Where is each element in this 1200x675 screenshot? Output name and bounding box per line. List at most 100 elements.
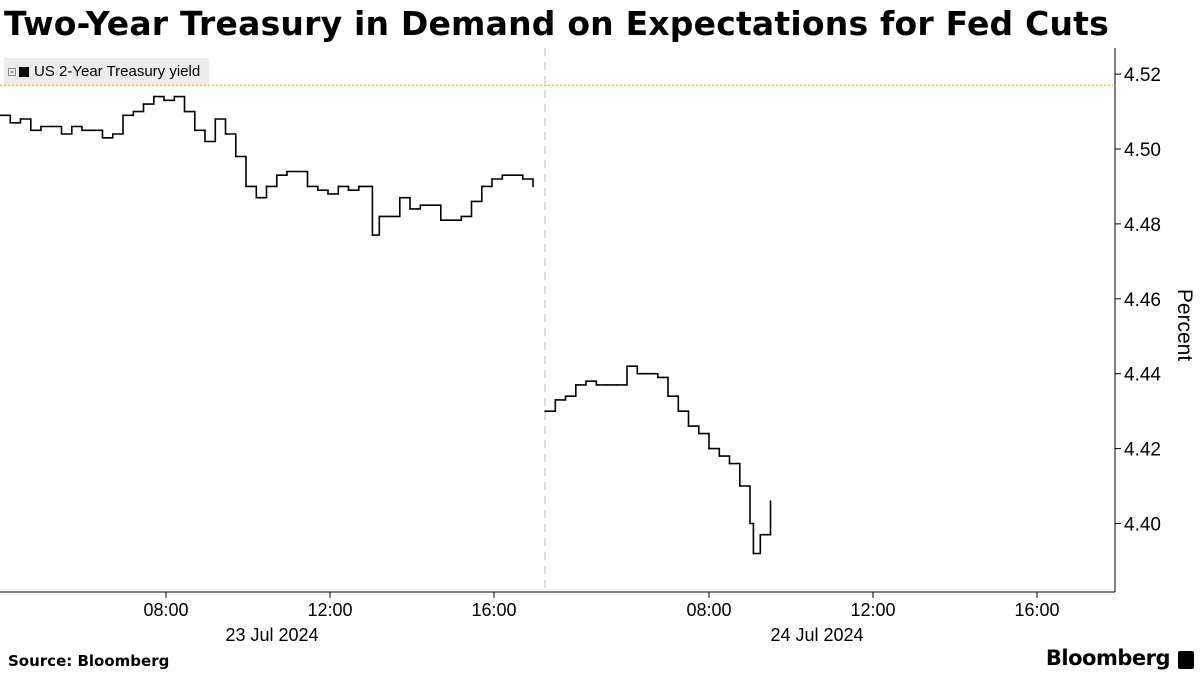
data-point — [153, 95, 155, 98]
y-axis-label: Percent — [1173, 289, 1196, 362]
data-point — [173, 95, 176, 98]
data-point — [255, 196, 258, 199]
x-tick-label: 16:00 — [1014, 600, 1059, 620]
data-point — [759, 533, 762, 536]
data-point — [646, 372, 649, 375]
legend: US 2-Year Treasury yield — [4, 58, 210, 85]
data-point — [50, 125, 53, 128]
data-point — [306, 185, 309, 188]
data-point — [337, 185, 340, 188]
data-point — [752, 552, 755, 555]
data-point — [470, 200, 473, 203]
y-tick-label: 4.50 — [1124, 140, 1161, 161]
data-point — [657, 376, 659, 379]
legend-swatch — [19, 66, 29, 77]
data-point — [317, 189, 319, 191]
data-point — [81, 129, 83, 132]
x-date-label: 24 Jul 2024 — [770, 625, 863, 645]
legend-toggle-icon[interactable] — [8, 67, 16, 76]
data-point — [40, 125, 42, 128]
series-line-2024-07-24 — [545, 365, 772, 555]
y-tick-label: 4.42 — [1124, 440, 1161, 461]
data-point — [626, 365, 628, 368]
x-tick-label: 08:00 — [686, 600, 731, 620]
data-point — [91, 129, 94, 132]
data-point — [286, 170, 288, 173]
data-point — [30, 129, 32, 132]
data-point — [522, 178, 524, 180]
data-point — [511, 174, 514, 176]
data-point — [388, 215, 391, 218]
data-point — [718, 455, 721, 457]
data-point — [276, 174, 278, 176]
data-point — [9, 122, 12, 124]
y-tick-label: 4.46 — [1124, 290, 1161, 311]
data-point — [460, 215, 463, 218]
data-point — [769, 500, 772, 502]
data-point — [749, 522, 751, 525]
data-point — [544, 410, 546, 413]
series-line-2024-07-23 — [0, 95, 534, 236]
data-point — [60, 133, 63, 135]
data-point — [296, 170, 299, 173]
source-note: Source: Bloomberg — [8, 652, 170, 670]
data-point — [595, 384, 598, 386]
data-point — [183, 110, 186, 113]
data-point — [142, 103, 145, 105]
data-point — [481, 185, 483, 188]
x-tick-label: 12:00 — [307, 600, 352, 620]
data-point — [667, 395, 669, 398]
data-point — [409, 208, 411, 210]
data-point — [501, 174, 504, 176]
data-point — [708, 447, 710, 450]
data-point — [698, 432, 700, 435]
y-tick-label: 4.48 — [1124, 215, 1161, 236]
bloomberg-terminal-icon — [1178, 651, 1194, 669]
data-point — [554, 399, 557, 401]
data-point — [419, 204, 422, 206]
data-point — [378, 215, 381, 218]
data-point — [636, 372, 639, 375]
data-point — [440, 219, 442, 221]
data-point — [112, 133, 114, 135]
data-point — [347, 189, 350, 191]
chart-title: Two-Year Treasury in Demand on Expectati… — [4, 4, 1110, 43]
data-point — [71, 125, 73, 128]
data-point — [399, 196, 401, 199]
data-point — [575, 384, 577, 386]
data-point — [677, 410, 680, 413]
data-point — [739, 485, 741, 487]
data-point — [0, 114, 1, 117]
y-tick-label: 4.44 — [1124, 365, 1161, 386]
data-point — [204, 140, 206, 143]
data-point — [450, 219, 452, 221]
data-point — [132, 110, 135, 113]
brand-logo: Bloomberg — [1045, 646, 1171, 670]
y-tick-label: 4.52 — [1124, 65, 1161, 86]
data-point — [194, 129, 196, 132]
data-point — [371, 234, 374, 236]
data-point — [235, 155, 237, 158]
data-point — [429, 204, 432, 206]
data-point — [358, 185, 360, 188]
data-point — [532, 185, 534, 188]
x-date-label: 23 Jul 2024 — [225, 625, 318, 645]
data-point — [163, 99, 165, 102]
data-point — [19, 118, 22, 120]
data-point — [245, 185, 247, 188]
legend-label: US 2-Year Treasury yield — [34, 63, 201, 80]
data-point — [101, 137, 104, 139]
data-point — [728, 462, 731, 465]
data-point — [605, 384, 608, 386]
data-point — [368, 185, 370, 188]
data-point — [214, 118, 217, 120]
data-point — [224, 133, 227, 135]
data-point — [122, 114, 124, 117]
data-point — [585, 380, 587, 383]
data-point — [616, 384, 618, 386]
data-point — [491, 178, 493, 180]
data-point — [564, 395, 567, 398]
data-point — [327, 193, 329, 195]
x-tick-label: 16:00 — [471, 600, 516, 620]
